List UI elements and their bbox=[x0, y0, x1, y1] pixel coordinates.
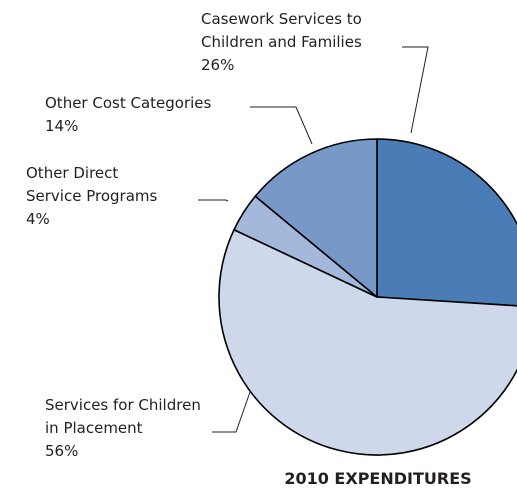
slice-name-line-2-1: Service Programs bbox=[26, 187, 157, 205]
pie-slice-3 bbox=[254, 138, 378, 298]
leader-line-0 bbox=[402, 46, 429, 134]
slice-label-3: Other Cost Categories 14% bbox=[45, 94, 212, 135]
slice-labels: Casework Services to Children and Familie… bbox=[26, 10, 362, 460]
leader-lines bbox=[198, 46, 429, 433]
pie-slice-1 bbox=[218, 228, 517, 456]
slice-name-line-1-0: Services for Children bbox=[45, 396, 201, 414]
slice-percent-1: 56% bbox=[45, 442, 78, 460]
leader-line-2 bbox=[198, 199, 229, 202]
slice-percent-0: 26% bbox=[201, 56, 234, 74]
slice-percent-2: 4% bbox=[26, 210, 50, 228]
slice-name-line-0-1: Children and Families bbox=[201, 33, 362, 51]
slice-name-line-2-0: Other Direct bbox=[26, 164, 118, 182]
slice-name-line-3-0: Other Cost Categories bbox=[45, 94, 212, 112]
leader-line-1 bbox=[212, 391, 251, 433]
slice-name-line-1-1: in Placement bbox=[45, 419, 143, 437]
slice-label-2: Other Direct Service Programs 4% bbox=[26, 164, 157, 228]
slice-label-1: Services for Children in Placement 56% bbox=[45, 396, 201, 460]
pie-slices bbox=[218, 138, 517, 456]
slice-label-0: Casework Services to Children and Familie… bbox=[201, 10, 362, 74]
pie-slice-0 bbox=[376, 138, 517, 307]
slice-percent-3: 14% bbox=[45, 117, 78, 135]
chart-title: 2010 EXPENDITURES bbox=[284, 469, 471, 488]
slice-name-line-0-0: Casework Services to bbox=[201, 10, 362, 28]
leader-line-3 bbox=[250, 106, 313, 145]
